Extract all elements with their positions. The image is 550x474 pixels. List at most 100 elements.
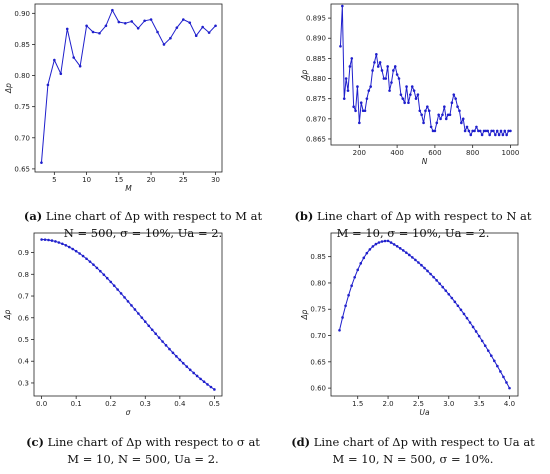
data-point-b xyxy=(412,89,416,92)
y-tick-label-c: 0.6 xyxy=(18,314,30,322)
x-tick-label-d: 2.0 xyxy=(383,400,394,408)
x-axis-label-a: M xyxy=(125,184,132,193)
y-tick-label-d: 0.80 xyxy=(310,279,326,287)
data-point-a xyxy=(123,21,127,25)
data-point-d xyxy=(386,239,390,243)
data-point-a xyxy=(194,34,198,38)
data-point-b xyxy=(339,45,342,48)
x-tick-label-c: 0.1 xyxy=(71,400,82,408)
data-point-c xyxy=(95,266,99,270)
data-point-a xyxy=(65,27,69,31)
data-point-b xyxy=(393,65,397,68)
caption-c-line2: M = 10, N = 500, Ua = 2. xyxy=(67,452,219,466)
data-point-b xyxy=(420,113,423,117)
y-tick-label-a: 0.90 xyxy=(14,10,30,18)
caption-b: (b) Line chart of Δp with respect to N a… xyxy=(284,208,542,242)
series-line-d xyxy=(339,240,510,389)
data-point-b xyxy=(384,77,388,80)
data-point-b xyxy=(497,133,501,137)
data-point-c xyxy=(74,249,78,253)
data-point-c xyxy=(85,257,88,261)
data-point-d xyxy=(389,241,393,244)
x-tick-label-d: 2.5 xyxy=(413,400,424,408)
data-point-c xyxy=(213,388,216,391)
plot-frame-d xyxy=(330,232,519,397)
y-tick-label-b: 0.870 xyxy=(306,115,326,123)
data-point-a xyxy=(91,30,95,34)
data-point-c xyxy=(188,368,192,372)
data-point-c xyxy=(47,238,50,242)
x-tick-label-d: 3.0 xyxy=(443,400,454,408)
data-point-c xyxy=(78,252,81,255)
data-point-a xyxy=(104,24,108,28)
data-point-d xyxy=(341,316,344,319)
x-tick-label-a: 30 xyxy=(211,176,220,184)
y-tick-label-d: 0.75 xyxy=(310,306,326,314)
data-point-a xyxy=(169,36,172,40)
y-axis-label-c: Δp xyxy=(3,309,12,320)
data-point-b xyxy=(458,109,461,113)
data-point-b xyxy=(503,129,507,133)
y-tick-label-b: 0.885 xyxy=(306,55,326,63)
data-point-b xyxy=(469,133,473,137)
data-point-d xyxy=(359,262,363,265)
x-tick-label-c: 0.0 xyxy=(36,400,47,408)
data-point-b xyxy=(426,105,429,109)
y-tick-label-d: 0.85 xyxy=(310,253,326,261)
data-point-c xyxy=(192,371,195,375)
x-tick-label-c: 0.5 xyxy=(209,400,220,408)
x-tick-label-c: 0.4 xyxy=(174,400,186,408)
data-point-d xyxy=(435,279,438,282)
data-point-d xyxy=(395,245,399,248)
data-point-b xyxy=(407,101,410,104)
data-point-a xyxy=(85,24,88,28)
x-tick-label-b: 200 xyxy=(353,149,366,157)
data-point-c xyxy=(137,312,140,315)
data-point-a xyxy=(143,19,146,23)
data-point-c xyxy=(133,308,137,311)
data-point-d xyxy=(417,261,420,264)
data-point-b xyxy=(475,125,478,129)
data-point-d xyxy=(362,256,366,260)
data-point-c xyxy=(202,380,206,383)
x-tick-label-a: 15 xyxy=(114,176,123,184)
data-point-d xyxy=(344,304,347,308)
y-tick-label-a: 0.75 xyxy=(14,103,30,111)
data-point-c xyxy=(88,260,92,263)
y-tick-label-b: 0.875 xyxy=(306,95,326,103)
data-point-b xyxy=(501,133,505,137)
x-tick-label-b: 1000 xyxy=(502,149,520,157)
y-tick-label-a: 0.80 xyxy=(14,72,30,80)
caption-b-label: (b) xyxy=(294,209,314,223)
data-point-d xyxy=(441,285,445,289)
data-point-a xyxy=(207,31,211,34)
data-point-b xyxy=(386,65,389,68)
data-point-d xyxy=(404,251,408,254)
data-point-b xyxy=(346,89,350,92)
data-point-b xyxy=(356,85,359,88)
data-point-b xyxy=(441,113,444,117)
data-point-c xyxy=(50,239,54,242)
y-tick-label-c: 0.8 xyxy=(18,271,29,279)
data-point-b xyxy=(439,117,442,121)
data-point-b xyxy=(456,105,459,109)
data-point-b xyxy=(373,61,376,64)
data-point-c xyxy=(206,383,209,386)
caption-d-line1: Line chart of Δp with respect to Ua at xyxy=(313,435,535,449)
caption-c-label: (c) xyxy=(26,435,44,449)
data-point-b xyxy=(403,101,406,104)
x-tick-label-b: 800 xyxy=(466,149,479,157)
data-point-b xyxy=(460,121,463,125)
y-tick-label-a: 0.70 xyxy=(14,134,30,142)
y-axis-label-d: Δp xyxy=(300,309,309,320)
data-point-c xyxy=(43,238,47,241)
data-point-c xyxy=(143,320,147,323)
caption-a-line2: N = 500, σ = 10%, Ua = 2. xyxy=(63,226,223,240)
x-tick-label-a: 25 xyxy=(179,176,188,184)
data-point-c xyxy=(109,280,113,284)
data-point-b xyxy=(350,57,354,60)
data-point-b xyxy=(499,129,503,133)
data-point-d xyxy=(338,328,341,332)
data-point-a xyxy=(156,30,159,34)
data-point-c xyxy=(154,332,157,336)
